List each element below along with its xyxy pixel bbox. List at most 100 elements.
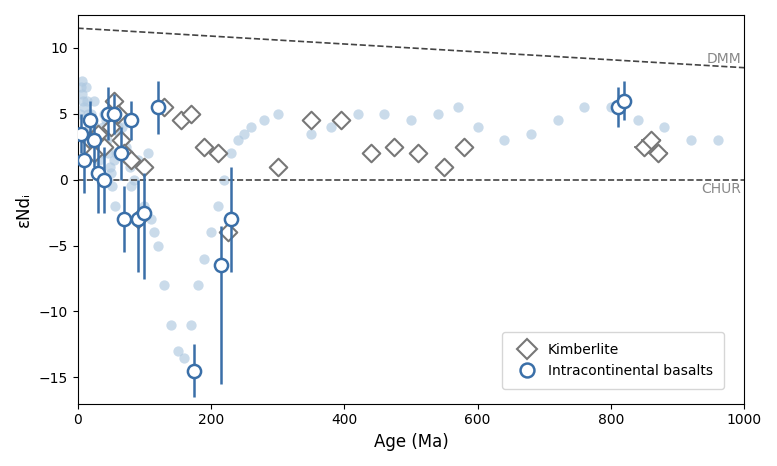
Point — [305, 116, 317, 124]
Point — [87, 97, 99, 104]
Point — [114, 110, 127, 117]
Point — [99, 116, 112, 124]
Point — [76, 77, 89, 85]
Point — [75, 84, 87, 91]
Point — [103, 163, 116, 170]
Point — [92, 170, 104, 177]
Point — [152, 242, 164, 249]
Point — [305, 130, 317, 137]
Point — [191, 281, 204, 289]
Point — [131, 156, 144, 164]
Point — [378, 110, 391, 117]
Point — [158, 281, 170, 289]
Point — [225, 150, 237, 157]
Point — [120, 156, 133, 164]
Point — [431, 110, 444, 117]
Point — [85, 110, 97, 117]
Point — [94, 137, 106, 144]
Point — [124, 156, 137, 164]
Point — [472, 123, 484, 131]
Point — [75, 90, 88, 98]
Point — [79, 84, 92, 91]
Point — [88, 150, 100, 157]
Point — [552, 116, 564, 124]
Point — [152, 103, 164, 111]
Point — [412, 150, 424, 157]
Point — [105, 123, 117, 131]
Point — [498, 137, 510, 144]
Point — [111, 110, 124, 117]
Point — [92, 130, 104, 137]
Point — [102, 150, 114, 157]
Point — [458, 143, 471, 151]
Point — [92, 156, 105, 164]
Point — [271, 163, 284, 170]
Point — [618, 97, 631, 104]
Point — [78, 156, 90, 164]
Point — [632, 116, 644, 124]
Point — [83, 137, 96, 144]
Point — [108, 97, 120, 104]
Point — [124, 116, 137, 124]
Point — [351, 110, 364, 117]
Point — [82, 110, 95, 117]
Point — [96, 150, 108, 157]
Point — [131, 215, 144, 223]
Point — [364, 150, 377, 157]
Point — [117, 150, 129, 157]
Point — [214, 261, 227, 269]
Point — [685, 137, 697, 144]
Point — [221, 229, 234, 236]
X-axis label: Age (Ma): Age (Ma) — [374, 433, 448, 451]
Point — [611, 103, 624, 111]
Point — [712, 137, 724, 144]
Point — [198, 143, 211, 151]
Point — [98, 143, 110, 151]
Point — [115, 150, 127, 157]
Point — [73, 110, 85, 117]
Point — [118, 150, 131, 157]
Point — [105, 170, 117, 177]
Point — [92, 143, 104, 151]
Point — [185, 321, 197, 329]
Point — [158, 103, 170, 111]
Point — [109, 202, 121, 210]
Point — [204, 229, 217, 236]
Point — [405, 116, 417, 124]
Point — [111, 123, 124, 131]
Point — [211, 150, 224, 157]
Text: DMM: DMM — [706, 52, 741, 66]
Point — [232, 137, 244, 144]
Point — [86, 130, 99, 137]
Point — [172, 347, 184, 355]
Point — [98, 176, 110, 184]
Point — [524, 130, 537, 137]
Point — [388, 143, 400, 151]
Point — [645, 137, 657, 144]
Point — [178, 354, 190, 361]
Point — [198, 255, 211, 262]
Point — [89, 123, 101, 131]
Point — [98, 110, 110, 117]
Point — [120, 143, 132, 151]
Point — [134, 209, 147, 216]
Point — [90, 137, 103, 144]
Point — [258, 116, 270, 124]
Point — [271, 110, 284, 117]
Point — [96, 123, 109, 131]
Point — [75, 130, 87, 137]
Point — [122, 150, 134, 157]
Point — [238, 130, 250, 137]
Legend: Kimberlite, Intracontinental basalts: Kimberlite, Intracontinental basalts — [502, 332, 724, 389]
Point — [77, 97, 89, 104]
Point — [88, 137, 100, 144]
Point — [110, 150, 123, 157]
Point — [211, 202, 224, 210]
Point — [578, 103, 591, 111]
Point — [325, 123, 337, 131]
Point — [658, 123, 671, 131]
Point — [83, 123, 96, 131]
Point — [138, 209, 151, 216]
Point — [245, 123, 257, 131]
Point — [108, 110, 120, 117]
